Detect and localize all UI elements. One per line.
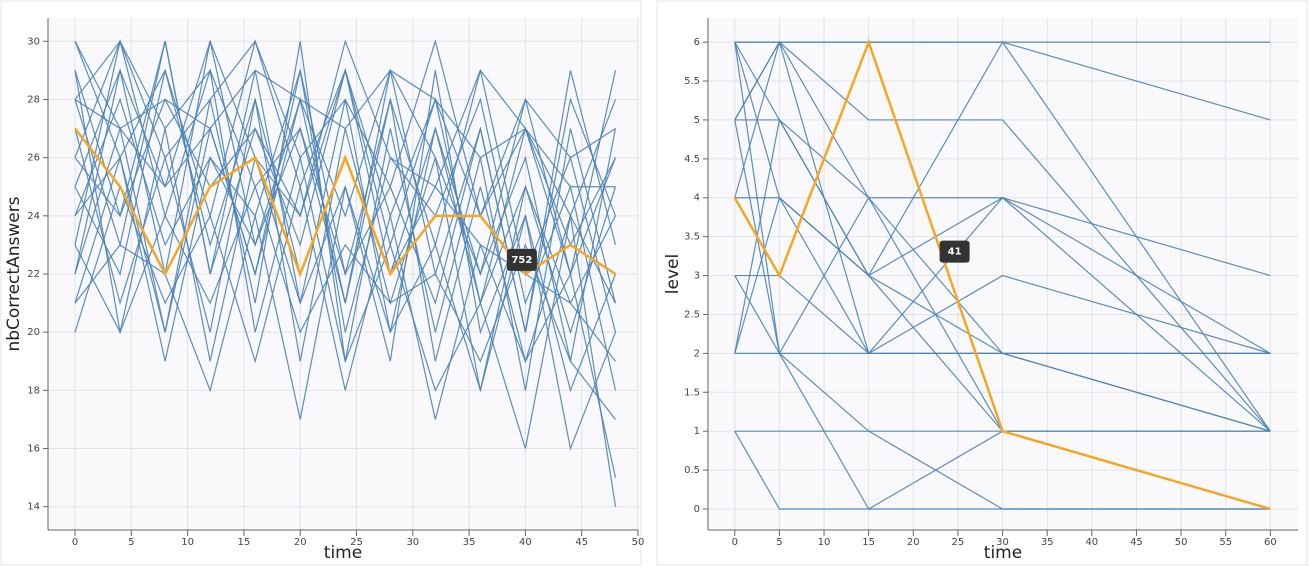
line	[74, 99, 617, 507]
x-tick-label: 25	[952, 537, 965, 548]
line	[734, 40, 1271, 432]
y-tick-label: 5.5	[684, 76, 700, 87]
x-tick-label: 15	[862, 537, 875, 548]
annotation-box	[506, 248, 537, 271]
line	[74, 41, 617, 306]
y-tick-label: 26	[27, 153, 40, 164]
x-tick-label: 0	[732, 537, 738, 548]
y-tick-label: 3.5	[684, 232, 700, 243]
highlight-line	[733, 38, 1271, 511]
y-tick-label: 28	[27, 94, 40, 105]
x-tick-label: 40	[519, 537, 532, 548]
x-tick-label: 50	[1175, 537, 1188, 548]
y-tick-label: 20	[27, 327, 40, 338]
y-tick-label: 5	[694, 115, 700, 126]
x-tick-label: 60	[1264, 537, 1277, 548]
y-tick-label: 22	[27, 269, 40, 280]
y-tick-label: 18	[27, 385, 40, 396]
line	[74, 70, 617, 391]
y-tick-label: 0	[694, 504, 700, 515]
x-tick-label: 20	[294, 537, 307, 548]
x-tick-label: 15	[238, 537, 251, 548]
x-tick-label: 40	[1085, 537, 1098, 548]
y-tick-label: 14	[27, 502, 40, 513]
x-tick-label: 35	[1041, 537, 1054, 548]
line	[74, 70, 616, 420]
x-tick-label: 10	[181, 537, 194, 548]
x-tick-label: 25	[350, 537, 363, 548]
x-tick-label: 35	[463, 537, 476, 548]
y-tick-label: 6	[694, 37, 700, 48]
x-tick-label: 50	[632, 537, 645, 548]
y-tick-label: 1	[694, 426, 700, 437]
x-axis-title: time	[984, 543, 1022, 563]
x-tick-label: 10	[818, 537, 831, 548]
x-tick-label: 55	[1219, 537, 1232, 548]
line	[74, 68, 617, 333]
x-tick-label: 45	[575, 537, 588, 548]
y-tick-label: 3	[694, 271, 700, 282]
line	[734, 41, 1271, 432]
annotation: 752	[511, 255, 532, 266]
line	[734, 40, 1271, 432]
annotation: 41	[948, 247, 962, 258]
y-tick-label: 1.5	[684, 387, 700, 398]
x-tick-label: 0	[72, 537, 78, 548]
y-tick-label: 4	[694, 193, 700, 204]
y-axis-title: nbCorrectAnswers	[4, 196, 24, 351]
y-tick-label: 16	[27, 444, 40, 455]
x-tick-label: 20	[907, 537, 920, 548]
line	[74, 68, 617, 277]
x-axis-title: time	[324, 543, 362, 563]
y-tick-label: 2.5	[684, 309, 700, 320]
y-tick-label: 0.5	[684, 465, 700, 476]
x-tick-label: 30	[996, 537, 1009, 548]
y-tick-label: 4.5	[684, 154, 700, 165]
x-tick-label: 30	[406, 537, 419, 548]
highlight-line	[74, 127, 617, 278]
y-tick-label: 2	[694, 348, 700, 359]
y-tick-label: 30	[27, 36, 40, 47]
line	[74, 39, 617, 449]
y-tick-label: 24	[27, 211, 40, 222]
annotation-box	[939, 240, 970, 263]
x-tick-label: 45	[1130, 537, 1143, 548]
x-tick-label: 5	[776, 537, 782, 548]
line	[74, 69, 616, 188]
x-tick-label: 5	[128, 537, 134, 548]
y-axis-title: level	[663, 254, 683, 294]
